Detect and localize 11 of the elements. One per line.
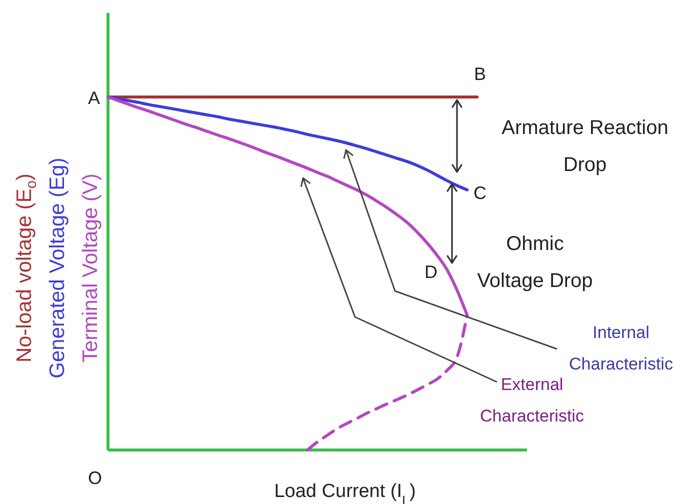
- text: B: [474, 64, 486, 84]
- annotation: Armature Reaction Drop: [502, 117, 668, 176]
- annotation: External Characteristic: [480, 375, 584, 426]
- text: O: [88, 468, 102, 488]
- annotation: Ohmic Voltage Drop: [477, 233, 593, 292]
- text: Terminal Voltage (V): [78, 173, 102, 363]
- text: Generated Voltage (Eg): [46, 158, 68, 378]
- text: Internal Characteristic: [569, 323, 674, 374]
- text: A: [88, 88, 100, 108]
- annotation: C: [474, 183, 486, 203]
- annotation: D: [424, 262, 438, 282]
